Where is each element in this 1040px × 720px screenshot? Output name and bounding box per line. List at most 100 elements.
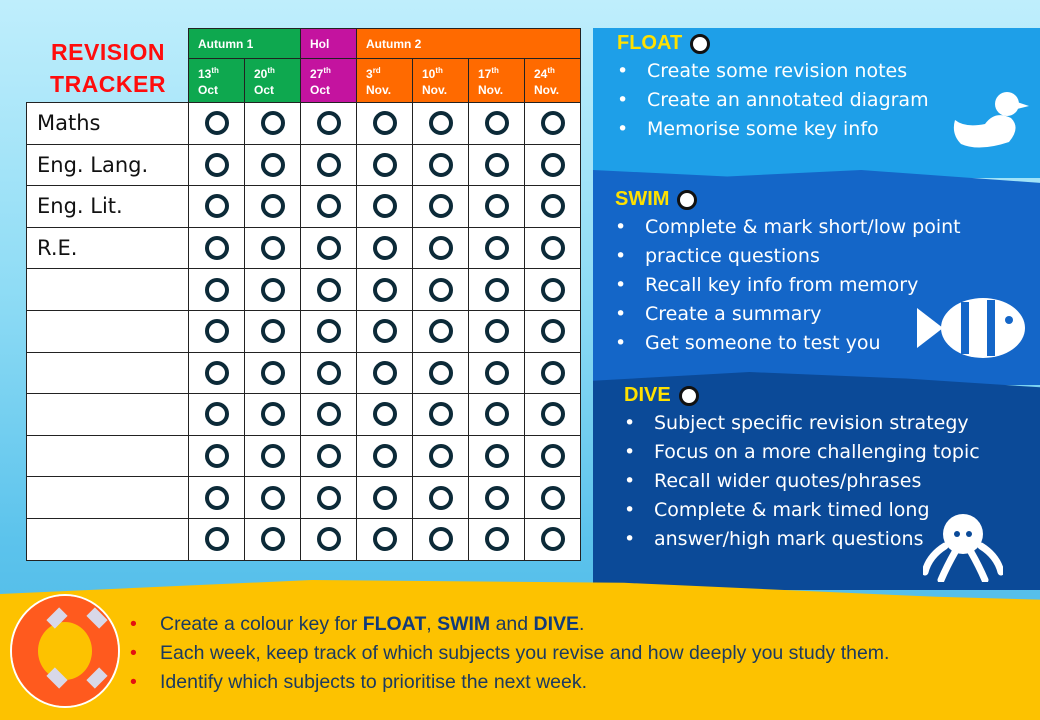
circle-marker-icon[interactable] [540,402,565,427]
circle-marker-icon[interactable] [372,194,397,219]
circle-marker-icon[interactable] [372,111,397,136]
circle-marker-icon[interactable] [260,152,285,177]
tracker-cell[interactable] [412,143,469,187]
tracker-cell[interactable] [412,226,469,270]
circle-marker-icon[interactable] [316,360,341,385]
tracker-cell[interactable] [468,393,525,436]
circle-marker-icon[interactable] [484,360,509,385]
tracker-cell[interactable] [356,393,413,436]
tracker-cell[interactable] [356,143,413,187]
circle-marker-icon[interactable] [260,485,285,510]
circle-marker-icon[interactable] [316,527,341,552]
circle-marker-icon[interactable] [372,402,397,427]
subject-cell[interactable] [26,309,189,353]
tracker-cell[interactable] [412,102,469,145]
tracker-cell[interactable] [300,351,357,395]
tracker-cell[interactable] [412,185,469,228]
circle-marker-icon[interactable] [484,111,509,136]
tracker-cell[interactable] [188,268,245,311]
tracker-cell[interactable] [356,476,413,519]
circle-marker-icon[interactable] [484,444,509,469]
subject-cell[interactable] [26,393,189,436]
swim-key-circle[interactable] [677,189,698,210]
circle-marker-icon[interactable] [484,485,509,510]
circle-marker-icon[interactable] [372,527,397,552]
tracker-cell[interactable] [356,185,413,228]
subject-cell[interactable]: R.E. [26,226,189,270]
circle-marker-icon[interactable] [204,485,229,510]
circle-marker-icon[interactable] [204,277,229,302]
circle-marker-icon[interactable] [428,152,453,177]
circle-marker-icon[interactable] [204,527,229,552]
tracker-cell[interactable] [412,393,469,436]
circle-marker-icon[interactable] [428,402,453,427]
tracker-cell[interactable] [356,268,413,311]
tracker-cell[interactable] [356,309,413,353]
tracker-cell[interactable] [244,268,301,311]
circle-marker-icon[interactable] [428,319,453,344]
tracker-cell[interactable] [300,226,357,270]
circle-marker-icon[interactable] [428,444,453,469]
circle-marker-icon[interactable] [372,444,397,469]
circle-marker-icon[interactable] [260,194,285,219]
tracker-cell[interactable] [356,102,413,145]
circle-marker-icon[interactable] [540,485,565,510]
circle-marker-icon[interactable] [316,194,341,219]
circle-marker-icon[interactable] [260,360,285,385]
circle-marker-icon[interactable] [204,194,229,219]
tracker-cell[interactable] [300,102,357,145]
tracker-cell[interactable] [468,185,525,228]
circle-marker-icon[interactable] [484,319,509,344]
circle-marker-icon[interactable] [372,360,397,385]
circle-marker-icon[interactable] [372,152,397,177]
tracker-cell[interactable] [300,434,357,478]
circle-marker-icon[interactable] [428,277,453,302]
circle-marker-icon[interactable] [428,111,453,136]
circle-marker-icon[interactable] [204,444,229,469]
circle-marker-icon[interactable] [260,527,285,552]
float-key-circle[interactable] [690,33,711,54]
tracker-cell[interactable] [300,143,357,187]
circle-marker-icon[interactable] [316,402,341,427]
circle-marker-icon[interactable] [260,111,285,136]
circle-marker-icon[interactable] [540,152,565,177]
circle-marker-icon[interactable] [316,444,341,469]
subject-cell[interactable] [26,268,189,311]
tracker-cell[interactable] [188,476,245,519]
tracker-cell[interactable] [468,143,525,187]
dive-key-circle[interactable] [678,385,699,406]
subject-cell[interactable]: Eng. Lang. [26,143,189,187]
tracker-cell[interactable] [188,351,245,395]
circle-marker-icon[interactable] [316,319,341,344]
circle-marker-icon[interactable] [204,111,229,136]
tracker-cell[interactable] [188,309,245,353]
tracker-cell[interactable] [244,185,301,228]
circle-marker-icon[interactable] [540,360,565,385]
tracker-cell[interactable] [356,434,413,478]
circle-marker-icon[interactable] [428,485,453,510]
tracker-cell[interactable] [524,434,581,478]
tracker-cell[interactable] [524,517,581,561]
tracker-cell[interactable] [412,434,469,478]
tracker-cell[interactable] [412,309,469,353]
subject-cell[interactable]: Maths [26,102,189,145]
tracker-cell[interactable] [300,476,357,519]
circle-marker-icon[interactable] [372,236,397,261]
circle-marker-icon[interactable] [540,444,565,469]
circle-marker-icon[interactable] [316,485,341,510]
circle-marker-icon[interactable] [204,236,229,261]
tracker-cell[interactable] [524,351,581,395]
tracker-cell[interactable] [356,517,413,561]
circle-marker-icon[interactable] [540,527,565,552]
tracker-cell[interactable] [356,351,413,395]
tracker-cell[interactable] [468,351,525,395]
tracker-cell[interactable] [188,185,245,228]
circle-marker-icon[interactable] [428,360,453,385]
circle-marker-icon[interactable] [484,277,509,302]
tracker-cell[interactable] [524,226,581,270]
circle-marker-icon[interactable] [260,402,285,427]
circle-marker-icon[interactable] [316,111,341,136]
tracker-cell[interactable] [412,476,469,519]
tracker-cell[interactable] [188,143,245,187]
circle-marker-icon[interactable] [540,194,565,219]
